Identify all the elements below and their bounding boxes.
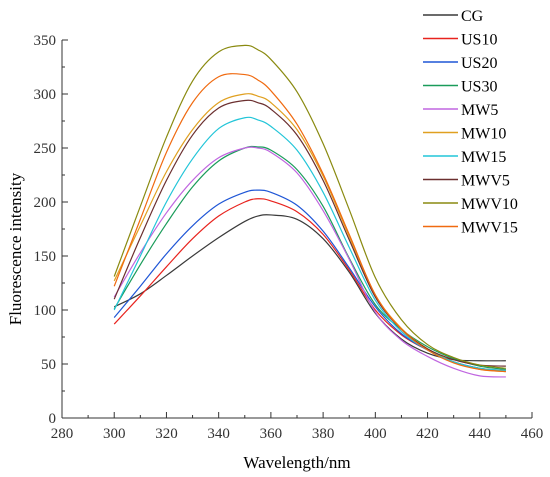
y-tick-label: 300 bbox=[34, 87, 57, 103]
x-axis-ticks: 280 300 320 340 360 380 400 420 440 460 bbox=[51, 412, 544, 442]
legend-label-us30: US30 bbox=[461, 79, 497, 96]
legend-label-us20: US20 bbox=[461, 55, 497, 72]
series-lines bbox=[113, 44, 506, 378]
y-tick-label: 350 bbox=[34, 33, 57, 49]
x-tick-label: 380 bbox=[312, 426, 335, 442]
x-tick-label: 460 bbox=[521, 426, 544, 442]
legend-label-mw15: MW15 bbox=[461, 149, 506, 166]
x-tick-label: 420 bbox=[416, 426, 439, 442]
series-line-us20 bbox=[113, 189, 506, 373]
series-line-mw5 bbox=[113, 146, 506, 378]
x-axis-title: Wavelength/nm bbox=[243, 453, 350, 472]
legend: CG US10 US20 US30 MW5 MW10 MW15 MWV5 MWV10 MWV15 bbox=[423, 8, 518, 237]
series-line-mw10 bbox=[113, 93, 506, 373]
legend-label-cg: CG bbox=[461, 8, 484, 25]
y-tick-label: 50 bbox=[41, 357, 56, 373]
legend-label-mwv10: MWV10 bbox=[461, 196, 518, 213]
x-tick-label: 320 bbox=[155, 426, 178, 442]
legend-label-mwv15: MWV15 bbox=[461, 220, 518, 237]
legend-label-mwv5: MWV5 bbox=[461, 173, 510, 190]
y-tick-label: 150 bbox=[34, 249, 57, 265]
legend-label-mw5: MW5 bbox=[461, 102, 498, 119]
legend-label-mw10: MW10 bbox=[461, 126, 506, 143]
y-tick-label: 100 bbox=[34, 303, 57, 319]
plot-area: 280 300 320 340 360 380 400 420 440 460 0 50 100 150… bbox=[34, 33, 544, 442]
series-line-us10 bbox=[113, 198, 506, 372]
series-line-us30 bbox=[113, 145, 506, 370]
legend-label-us10: US10 bbox=[461, 32, 497, 49]
series-line-mwv10 bbox=[113, 44, 506, 369]
x-tick-label: 440 bbox=[469, 426, 492, 442]
y-tick-label: 0 bbox=[49, 411, 57, 427]
x-tick-label: 340 bbox=[207, 426, 230, 442]
y-axis-ticks: 0 50 100 150 200 250 300 350 bbox=[34, 33, 68, 427]
x-tick-label: 360 bbox=[260, 426, 283, 442]
series-line-mwv15 bbox=[113, 73, 506, 373]
y-axis-title: Fluorescence intensity bbox=[6, 172, 25, 325]
series-line-cg bbox=[113, 214, 506, 362]
x-tick-label: 400 bbox=[364, 426, 387, 442]
x-tick-label: 300 bbox=[103, 426, 126, 442]
y-tick-label: 200 bbox=[34, 195, 57, 211]
series-line-mwv5 bbox=[113, 99, 506, 367]
x-tick-label: 280 bbox=[51, 426, 74, 442]
y-tick-label: 250 bbox=[34, 141, 57, 157]
